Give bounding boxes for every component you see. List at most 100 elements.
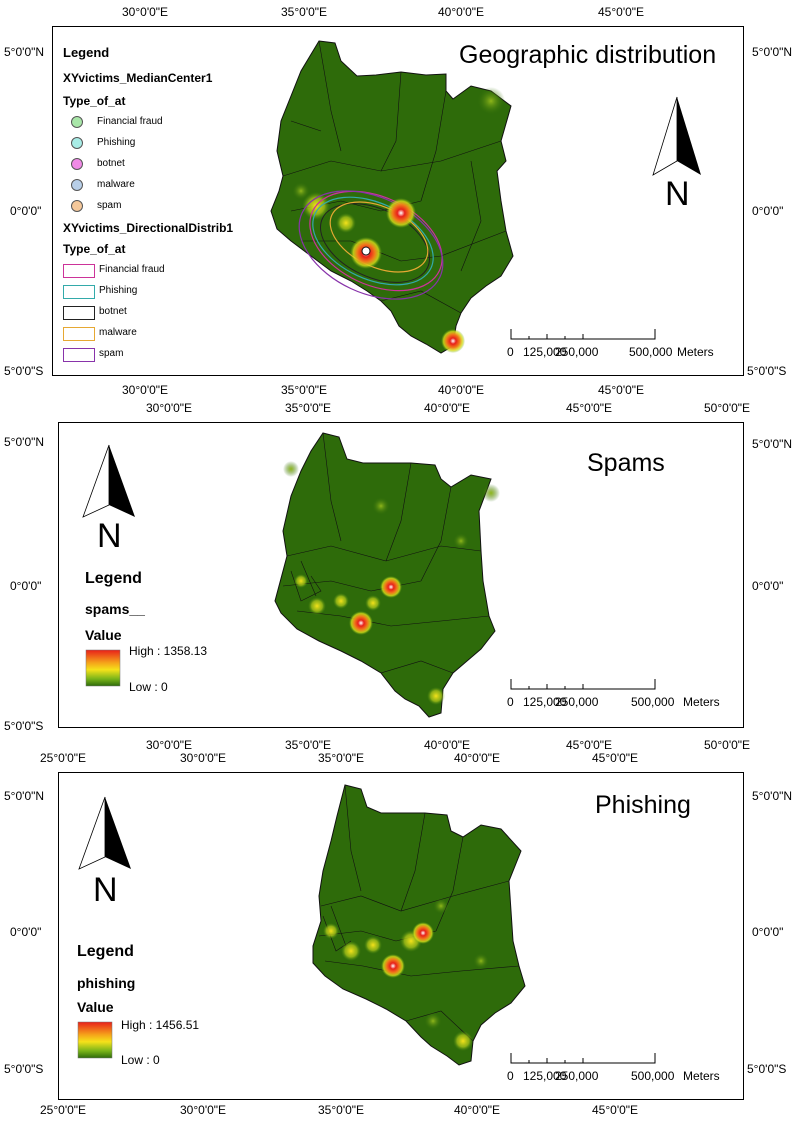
legend-label: Phishing: [99, 285, 138, 296]
scale-bar: [510, 1053, 656, 1064]
scale-label: 125,000: [523, 345, 567, 359]
legend-group-title: XYvictims_MedianCenter1: [63, 71, 213, 85]
right-tick-label: 0°0'0": [752, 204, 784, 218]
legend-field: Value: [85, 627, 122, 643]
legend-label: Financial fraud: [99, 264, 165, 275]
directional-ellipse: [298, 190, 444, 300]
legend-symbol-rect: [63, 348, 95, 362]
legend-field: Type_of_at: [63, 242, 126, 256]
legend-symbol-rect: [63, 285, 95, 299]
right-tick-label: 5°0'0"S: [747, 1062, 787, 1076]
scale-label: 250,000: [555, 1069, 599, 1083]
bottom-tick-label: 50°0'0"E: [704, 738, 751, 752]
left-tick-label: 5°0'0"N: [4, 789, 45, 803]
legend-symbol-dot: [71, 158, 83, 170]
left-tick-label: 5°0'0"S: [4, 364, 44, 378]
top-tick-label: 35°0'0"E: [281, 5, 328, 19]
scale-label: 0: [507, 1069, 514, 1083]
right-tick-label: 5°0'0"S: [747, 364, 787, 378]
legend-layer: spams__: [85, 601, 145, 617]
scale-unit: Meters: [677, 345, 714, 359]
legend-symbol-dot: [71, 200, 83, 212]
right-tick-label: 5°0'0"N: [752, 789, 793, 803]
bottom-tick-label: 35°0'0"E: [285, 738, 332, 752]
legend-label: botnet: [97, 158, 125, 169]
right-tick-label: 5°0'0"N: [752, 437, 793, 451]
left-tick-label: 0°0'0": [10, 204, 42, 218]
legend-label: malware: [99, 327, 137, 338]
legend-field: Value: [77, 999, 114, 1015]
scale-label: 500,000: [631, 1069, 675, 1083]
top-tick-label: 25°0'0"E: [40, 751, 87, 765]
legend-label: spam: [99, 348, 124, 359]
top-tick-label: 35°0'0"E: [318, 751, 365, 765]
scale-label: 500,000: [631, 695, 675, 709]
north-label: N: [93, 871, 118, 909]
map-title: Geographic distribution: [459, 41, 717, 69]
top-tick-label: 40°0'0"E: [424, 401, 471, 415]
map-frame: N Legend spams__ Value High : 1358.13 Lo…: [58, 422, 744, 728]
left-tick-label: 0°0'0": [10, 925, 42, 939]
scale-label: 250,000: [555, 695, 599, 709]
map-title: Phishing: [595, 791, 691, 819]
top-tick-label: 45°0'0"E: [598, 5, 645, 19]
legend-symbol-dot: [71, 137, 83, 149]
legend-high-label: High : 1456.51: [121, 1018, 200, 1032]
spams-heatmap: [274, 432, 500, 718]
left-tick-label: 5°0'0"S: [4, 719, 44, 733]
legend-label: spam: [97, 200, 122, 211]
kenya-heatmap: [270, 40, 514, 354]
legend-layer: phishing: [77, 975, 136, 991]
phishing-heatmap: [312, 784, 526, 1066]
legend-color-ramp: [77, 1021, 113, 1059]
bottom-tick-label: 25°0'0"E: [40, 1103, 87, 1117]
top-tick-label: 30°0'0"E: [146, 401, 193, 415]
scale-unit: Meters: [683, 1069, 720, 1083]
bottom-tick-label: 45°0'0"E: [566, 738, 613, 752]
legend-color-ramp: [85, 649, 121, 687]
north-label: N: [97, 517, 122, 555]
scale-label: 0: [507, 345, 514, 359]
legend-label: malware: [97, 179, 135, 190]
top-tick-label: 35°0'0"E: [285, 401, 332, 415]
top-tick-label: 45°0'0"E: [566, 401, 613, 415]
kenya-outline: [274, 432, 496, 718]
legend-label: Financial fraud: [97, 116, 163, 127]
left-tick-label: 0°0'0": [10, 579, 42, 593]
bottom-tick-label: 45°0'0"E: [592, 1103, 639, 1117]
north-arrow-icon: [78, 796, 131, 870]
bottom-tick-label: 35°0'0"E: [281, 383, 328, 397]
legend-high-label: High : 1358.13: [129, 644, 208, 658]
right-tick-label: 0°0'0": [752, 925, 784, 939]
bottom-tick-label: 30°0'0"E: [146, 738, 193, 752]
legend-symbol-dot: [71, 179, 83, 191]
right-tick-label: 5°0'0"N: [752, 45, 793, 59]
left-tick-label: 5°0'0"N: [4, 435, 45, 449]
legend-title: Legend: [85, 570, 142, 587]
legend-title: Legend: [77, 943, 134, 960]
north-label: N: [665, 175, 690, 213]
legend-low-label: Low : 0: [121, 1053, 160, 1067]
left-tick-label: 5°0'0"S: [4, 1062, 44, 1076]
left-tick-label: 5°0'0"N: [4, 45, 45, 59]
map-frame: N Legend phishing Value High : 1456.51 L…: [58, 772, 744, 1100]
map-frame: Legend XYvictims_MedianCenter1 Type_of_a…: [52, 26, 744, 376]
legend-symbol-rect: [63, 264, 95, 278]
bottom-tick-label: 40°0'0"E: [424, 738, 471, 752]
scale-bar: [510, 329, 656, 340]
bottom-tick-label: 30°0'0"E: [122, 383, 169, 397]
bottom-tick-label: 30°0'0"E: [180, 1103, 227, 1117]
legend-symbol-rect: [63, 327, 95, 341]
legend-field: Type_of_at: [63, 94, 126, 108]
legend-group-title: XYvictims_DirectionalDistrib1: [63, 221, 234, 235]
right-tick-label: 0°0'0": [752, 579, 784, 593]
north-arrow-icon: [652, 96, 701, 176]
top-tick-label: 30°0'0"E: [122, 5, 169, 19]
top-tick-label: 50°0'0"E: [704, 401, 751, 415]
legend-symbol-rect: [63, 306, 95, 320]
bottom-tick-label: 35°0'0"E: [318, 1103, 365, 1117]
legend-label: Phishing: [97, 137, 136, 148]
scale-unit: Meters: [683, 695, 720, 709]
bottom-tick-label: 45°0'0"E: [598, 383, 645, 397]
top-tick-label: 40°0'0"E: [438, 5, 485, 19]
